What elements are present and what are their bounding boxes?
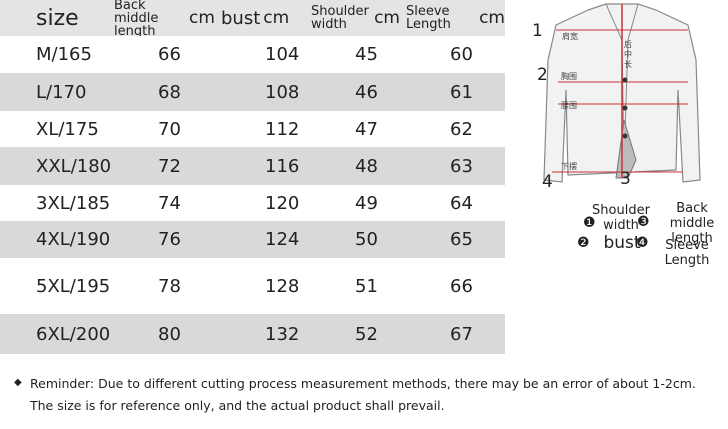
header-label: Shoulder width	[311, 4, 369, 32]
table-value: 70	[158, 118, 181, 140]
header-label: Back middle length	[114, 0, 159, 39]
table-value: 61	[450, 81, 473, 103]
table-value: 45	[355, 44, 378, 65]
header-unit: cm	[263, 8, 290, 28]
table-value: 116	[265, 155, 300, 177]
table-row	[0, 36, 505, 74]
size-label: 5XL/195	[36, 275, 111, 297]
reminder-bullet: ◆	[14, 377, 22, 388]
table-value: 108	[265, 81, 300, 103]
size-label: XL/175	[36, 118, 99, 140]
table-value: 63	[450, 155, 473, 177]
table-value: 66	[450, 275, 473, 297]
cn-label: 腰围	[561, 101, 577, 110]
table-value: 51	[355, 275, 378, 297]
cn-label: 胸围	[561, 72, 577, 81]
table-value: 112	[265, 118, 300, 140]
header-unit: cm	[479, 8, 505, 28]
legend-label: Sleeve Length	[664, 238, 710, 268]
table-value: 67	[450, 323, 473, 345]
legend-marker: ❷	[577, 235, 590, 251]
header-unit: cm	[189, 8, 215, 28]
table-row	[0, 111, 505, 148]
table-value: 48	[355, 155, 378, 177]
table-row	[0, 314, 505, 355]
legend-marker: ❸	[637, 214, 650, 230]
size-label: 4XL/190	[36, 229, 111, 250]
header-cell: Back middle length cm	[114, 0, 215, 39]
cn-label: 后中长	[624, 40, 632, 69]
table-row	[0, 73, 505, 112]
table-row	[0, 263, 505, 310]
legend-label: Back middle length	[669, 201, 715, 246]
legend-label: bust	[603, 233, 641, 253]
header-unit: cm	[374, 8, 400, 28]
table-value: 74	[158, 192, 181, 214]
reminder-line: The size is for reference only, and the …	[30, 398, 445, 413]
table-value: 60	[450, 44, 473, 65]
size-label: 6XL/200	[36, 323, 111, 345]
table-value: 50	[355, 229, 378, 250]
reminder-line: Reminder: Due to different cutting proce…	[30, 376, 696, 391]
header-cell: size	[6, 0, 108, 36]
header-row	[0, 0, 505, 36]
header-label: size	[36, 5, 79, 31]
header-label: Sleeve Length	[406, 4, 451, 32]
table-value: 132	[265, 323, 300, 345]
table-value: 72	[158, 155, 181, 177]
marker: 2	[537, 65, 548, 85]
size-label: XXL/180	[36, 155, 112, 177]
marker: 4	[542, 172, 553, 192]
size-label: L/170	[36, 81, 87, 103]
table-value: 64	[450, 192, 473, 214]
legend-marker: ❹	[636, 235, 649, 251]
table-value: 78	[158, 275, 181, 297]
jacket-diagram	[543, 3, 701, 183]
header-label: bust	[221, 7, 261, 29]
header-cell: Sleeve Length cm	[406, 0, 505, 36]
table-value: 46	[355, 81, 378, 103]
legend-label: Shoulder width	[592, 203, 650, 233]
table-value: 47	[355, 118, 378, 140]
table-value: 124	[265, 229, 300, 250]
table-value: 128	[265, 275, 300, 297]
header-cell: bust cm	[221, 0, 305, 36]
legend-marker: ❶	[583, 215, 596, 231]
size-label: M/165	[36, 44, 92, 65]
marker: 3	[620, 169, 631, 189]
cn-label: 肩宽	[562, 32, 578, 41]
marker: 1	[532, 21, 543, 41]
table-value: 76	[158, 229, 181, 250]
cn-label: 下摆	[561, 162, 577, 171]
table-value: 66	[158, 44, 181, 65]
table-value: 62	[450, 118, 473, 140]
table-value: 49	[355, 192, 378, 214]
size-label: 3XL/185	[36, 192, 111, 214]
header-cell: Shoulder width cm	[311, 0, 400, 36]
table-row	[0, 147, 505, 186]
table-value: 52	[355, 323, 378, 345]
table-value: 65	[450, 229, 473, 250]
table-value: 80	[158, 323, 181, 345]
table-value: 104	[265, 44, 300, 65]
table-value: 68	[158, 81, 181, 103]
table-value: 120	[265, 192, 300, 214]
table-row	[0, 221, 505, 259]
